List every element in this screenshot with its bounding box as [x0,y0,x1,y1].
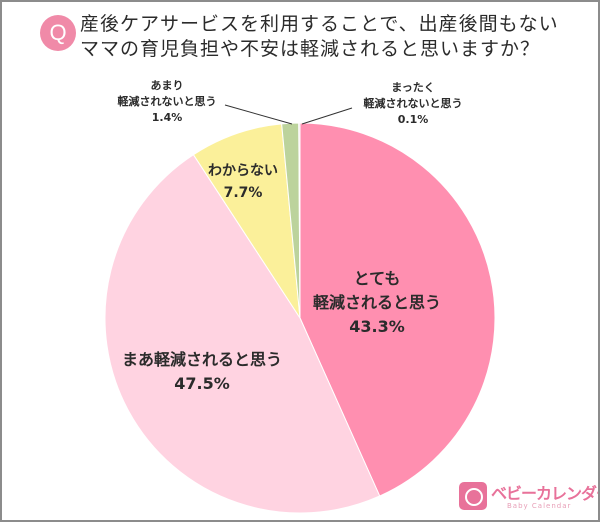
label-not-much-reduced: あまり 軽減されないと思う 1.4% [117,79,217,124]
label-somewhat-reduced: まあ軽減されると思う 47.5% [121,350,282,393]
pie-slice-2 [192,123,301,319]
calendar-baby-icon [459,482,487,510]
baby-calendar-logo: ベビーカレンダー Baby Calendar [459,480,600,516]
label-very-reduced: とても 軽減されると思う 43.3% [312,269,441,336]
question-line-2: ママの育児負担や不安は軽減されると思いますか？ [80,38,541,60]
leader-line-s5 [301,107,353,125]
pie-slice-1 [104,153,381,514]
pie-slice-4 [298,122,301,319]
pie-slice-0 [299,122,496,497]
logo-name: ベビーカレンダー [491,484,600,503]
label-dont-know: わからない 7.7% [208,163,278,201]
logo-subtitle: Baby Calendar [507,502,572,510]
label-not-at-all-reduced: まったく 軽減されないと思う 0.1% [363,81,463,126]
question-text: 産後ケアサービスを利用することで、出産後間もない ママの育児負担や不安は軽減され… [80,12,559,62]
question-line-1: 産後ケアサービスを利用することで、出産後間もない [80,13,559,35]
question-badge: Q [40,15,76,51]
leader-line-s4 [224,104,293,125]
pie-slices [104,122,496,514]
